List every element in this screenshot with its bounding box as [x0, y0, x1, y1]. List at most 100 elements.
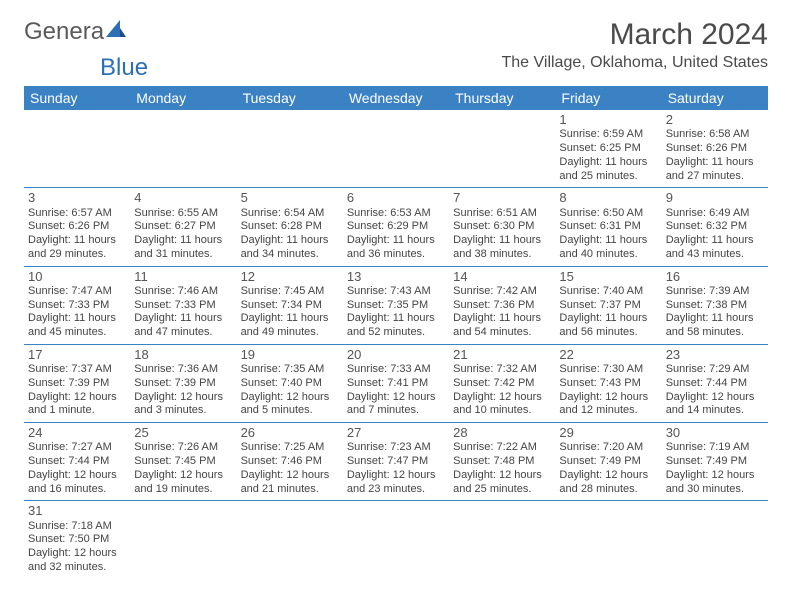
daylight-text: Daylight: 11 hours and 49 minutes. — [241, 312, 339, 340]
daylight-text: Daylight: 11 hours and 29 minutes. — [28, 234, 126, 262]
daylight-text: Daylight: 12 hours and 30 minutes. — [666, 469, 764, 497]
calendar-cell: 23Sunrise: 7:29 AMSunset: 7:44 PMDayligh… — [662, 344, 768, 422]
sunrise-text: Sunrise: 6:51 AM — [453, 207, 551, 221]
day-number: 6 — [347, 190, 445, 206]
empty-cell — [130, 110, 236, 188]
day-number: 26 — [241, 425, 339, 441]
calendar-cell: 4Sunrise: 6:55 AMSunset: 6:27 PMDaylight… — [130, 188, 236, 266]
day-number: 22 — [559, 347, 657, 363]
calendar-cell: 20Sunrise: 7:33 AMSunset: 7:41 PMDayligh… — [343, 344, 449, 422]
calendar-cell: 24Sunrise: 7:27 AMSunset: 7:44 PMDayligh… — [24, 423, 130, 501]
empty-cell — [343, 110, 449, 188]
daylight-text: Daylight: 11 hours and 47 minutes. — [134, 312, 232, 340]
sunrise-text: Sunrise: 7:26 AM — [134, 441, 232, 455]
logo-sail-icon — [106, 16, 126, 44]
sunset-text: Sunset: 7:44 PM — [666, 377, 764, 391]
logo: Genera — [24, 18, 127, 46]
daylight-text: Daylight: 12 hours and 32 minutes. — [28, 547, 126, 575]
sunset-text: Sunset: 6:29 PM — [347, 220, 445, 234]
day-header: Saturday — [662, 86, 768, 110]
sunrise-text: Sunrise: 7:45 AM — [241, 285, 339, 299]
sunrise-text: Sunrise: 7:29 AM — [666, 363, 764, 377]
daylight-text: Daylight: 12 hours and 5 minutes. — [241, 391, 339, 419]
sunset-text: Sunset: 7:37 PM — [559, 299, 657, 313]
daylight-text: Daylight: 11 hours and 27 minutes. — [666, 156, 764, 184]
empty-cell — [237, 501, 343, 579]
calendar-cell: 3Sunrise: 6:57 AMSunset: 6:26 PMDaylight… — [24, 188, 130, 266]
month-title: March 2024 — [501, 18, 768, 52]
empty-cell — [555, 501, 661, 579]
daylight-text: Daylight: 11 hours and 25 minutes. — [559, 156, 657, 184]
daylight-text: Daylight: 12 hours and 7 minutes. — [347, 391, 445, 419]
sunset-text: Sunset: 7:45 PM — [134, 455, 232, 469]
day-number: 16 — [666, 269, 764, 285]
sunset-text: Sunset: 6:25 PM — [559, 142, 657, 156]
calendar-table: SundayMondayTuesdayWednesdayThursdayFrid… — [24, 86, 768, 579]
sunset-text: Sunset: 7:42 PM — [453, 377, 551, 391]
calendar-cell: 28Sunrise: 7:22 AMSunset: 7:48 PMDayligh… — [449, 423, 555, 501]
calendar-cell: 15Sunrise: 7:40 AMSunset: 7:37 PMDayligh… — [555, 266, 661, 344]
calendar-cell: 5Sunrise: 6:54 AMSunset: 6:28 PMDaylight… — [237, 188, 343, 266]
calendar-cell: 21Sunrise: 7:32 AMSunset: 7:42 PMDayligh… — [449, 344, 555, 422]
daylight-text: Daylight: 12 hours and 1 minute. — [28, 391, 126, 419]
daylight-text: Daylight: 11 hours and 31 minutes. — [134, 234, 232, 262]
daylight-text: Daylight: 11 hours and 34 minutes. — [241, 234, 339, 262]
calendar-cell: 31Sunrise: 7:18 AMSunset: 7:50 PMDayligh… — [24, 501, 130, 579]
sunrise-text: Sunrise: 6:55 AM — [134, 207, 232, 221]
day-number: 19 — [241, 347, 339, 363]
day-number: 13 — [347, 269, 445, 285]
calendar-head: SundayMondayTuesdayWednesdayThursdayFrid… — [24, 86, 768, 110]
day-number: 2 — [666, 112, 764, 128]
calendar-body: 1Sunrise: 6:59 AMSunset: 6:25 PMDaylight… — [24, 110, 768, 579]
empty-cell — [449, 110, 555, 188]
sunset-text: Sunset: 7:41 PM — [347, 377, 445, 391]
day-number: 12 — [241, 269, 339, 285]
sunrise-text: Sunrise: 7:27 AM — [28, 441, 126, 455]
daylight-text: Daylight: 11 hours and 54 minutes. — [453, 312, 551, 340]
empty-cell — [662, 501, 768, 579]
sunrise-text: Sunrise: 7:33 AM — [347, 363, 445, 377]
empty-cell — [343, 501, 449, 579]
calendar-cell: 12Sunrise: 7:45 AMSunset: 7:34 PMDayligh… — [237, 266, 343, 344]
empty-cell — [24, 110, 130, 188]
daylight-text: Daylight: 12 hours and 10 minutes. — [453, 391, 551, 419]
calendar-cell: 17Sunrise: 7:37 AMSunset: 7:39 PMDayligh… — [24, 344, 130, 422]
daylight-text: Daylight: 12 hours and 28 minutes. — [559, 469, 657, 497]
daylight-text: Daylight: 12 hours and 16 minutes. — [28, 469, 126, 497]
day-number: 23 — [666, 347, 764, 363]
sunrise-text: Sunrise: 7:37 AM — [28, 363, 126, 377]
day-number: 27 — [347, 425, 445, 441]
sunrise-text: Sunrise: 7:40 AM — [559, 285, 657, 299]
sunset-text: Sunset: 7:49 PM — [666, 455, 764, 469]
daylight-text: Daylight: 12 hours and 25 minutes. — [453, 469, 551, 497]
sunset-text: Sunset: 6:32 PM — [666, 220, 764, 234]
empty-cell — [237, 110, 343, 188]
day-number: 25 — [134, 425, 232, 441]
daylight-text: Daylight: 12 hours and 23 minutes. — [347, 469, 445, 497]
daylight-text: Daylight: 11 hours and 52 minutes. — [347, 312, 445, 340]
sunset-text: Sunset: 6:28 PM — [241, 220, 339, 234]
calendar-cell: 8Sunrise: 6:50 AMSunset: 6:31 PMDaylight… — [555, 188, 661, 266]
calendar-cell: 25Sunrise: 7:26 AMSunset: 7:45 PMDayligh… — [130, 423, 236, 501]
daylight-text: Daylight: 11 hours and 58 minutes. — [666, 312, 764, 340]
sunrise-text: Sunrise: 6:49 AM — [666, 207, 764, 221]
sunrise-text: Sunrise: 6:59 AM — [559, 128, 657, 142]
calendar-cell: 22Sunrise: 7:30 AMSunset: 7:43 PMDayligh… — [555, 344, 661, 422]
day-number: 15 — [559, 269, 657, 285]
calendar-cell: 26Sunrise: 7:25 AMSunset: 7:46 PMDayligh… — [237, 423, 343, 501]
sunset-text: Sunset: 7:39 PM — [134, 377, 232, 391]
day-number: 28 — [453, 425, 551, 441]
day-number: 21 — [453, 347, 551, 363]
sunrise-text: Sunrise: 6:54 AM — [241, 207, 339, 221]
day-header: Wednesday — [343, 86, 449, 110]
sunset-text: Sunset: 7:36 PM — [453, 299, 551, 313]
sunset-text: Sunset: 6:26 PM — [28, 220, 126, 234]
sunset-text: Sunset: 7:35 PM — [347, 299, 445, 313]
day-number: 1 — [559, 112, 657, 128]
day-number: 18 — [134, 347, 232, 363]
logo-text-blue: Blue — [100, 54, 792, 82]
day-header: Thursday — [449, 86, 555, 110]
daylight-text: Daylight: 11 hours and 40 minutes. — [559, 234, 657, 262]
logo-text-gray: Genera — [24, 18, 104, 46]
calendar-cell: 11Sunrise: 7:46 AMSunset: 7:33 PMDayligh… — [130, 266, 236, 344]
